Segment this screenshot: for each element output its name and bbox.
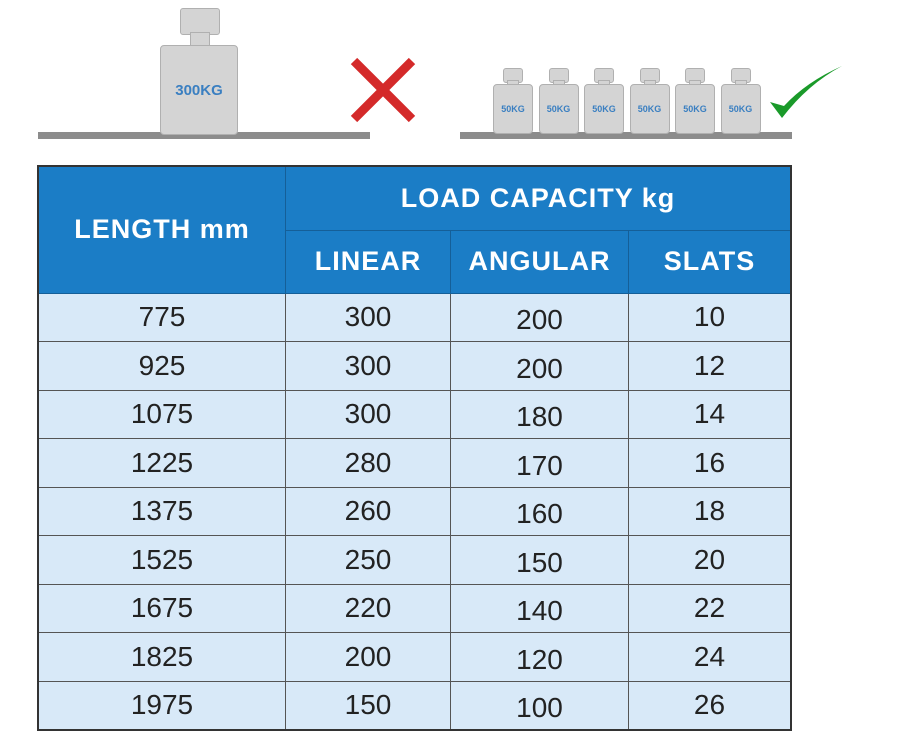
cell-slats: 14 [628,389,792,439]
cell-linear: 300 [285,341,451,391]
cell-slats: 18 [628,486,792,536]
cell-angular: 100 [450,680,629,731]
header-length: LENGTH mm [37,165,286,294]
cell-length: 925 [37,341,286,391]
cell-slats: 24 [628,632,792,682]
header-angular: ANGULAR [450,229,629,294]
shelf-left [38,132,370,139]
cell-linear: 300 [285,292,451,342]
cell-slats: 16 [628,438,792,488]
cell-angular: 180 [450,389,629,439]
cell-slats: 22 [628,583,792,633]
table-row: 1675 220 140 22 [37,583,792,633]
cell-linear: 200 [285,632,451,682]
cell-angular: 200 [450,292,629,342]
cell-length: 1975 [37,680,286,731]
table-row: 1225 280 170 16 [37,438,792,488]
cell-length: 1375 [37,486,286,536]
cell-angular: 160 [450,486,629,536]
table-row: 1375 260 160 18 [37,486,792,536]
cell-length: 1075 [37,389,286,439]
cross-icon [350,57,416,123]
table-row: 775 300 200 10 [37,292,792,342]
cell-linear: 300 [285,389,451,439]
cell-length: 1675 [37,583,286,633]
cell-angular: 200 [450,341,629,391]
table-row: 1075 300 180 14 [37,389,792,439]
table-row: 925 300 200 12 [37,341,792,391]
cell-angular: 170 [450,438,629,488]
header-load-capacity: LOAD CAPACITY kg [285,165,792,231]
cell-slats: 12 [628,341,792,391]
header-slats: SLATS [628,229,792,294]
cell-linear: 250 [285,535,451,585]
cell-slats: 10 [628,292,792,342]
load-capacity-table: LENGTH mm LOAD CAPACITY kg LINEAR ANGULA… [37,165,792,731]
table-row: 1975 150 100 26 [37,680,792,731]
cell-angular: 120 [450,632,629,682]
cell-linear: 150 [285,680,451,731]
cell-angular: 140 [450,583,629,633]
table-row: 1525 250 150 20 [37,535,792,585]
cell-length: 775 [37,292,286,342]
check-icon [770,66,842,118]
cell-length: 1225 [37,438,286,488]
cell-length: 1825 [37,632,286,682]
header-linear: LINEAR [285,229,451,294]
table-row: 1825 200 120 24 [37,632,792,682]
shelf-right [460,132,792,139]
cell-slats: 26 [628,680,792,731]
cell-linear: 220 [285,583,451,633]
cell-linear: 260 [285,486,451,536]
cell-slats: 20 [628,535,792,585]
cell-angular: 150 [450,535,629,585]
cell-linear: 280 [285,438,451,488]
cell-length: 1525 [37,535,286,585]
